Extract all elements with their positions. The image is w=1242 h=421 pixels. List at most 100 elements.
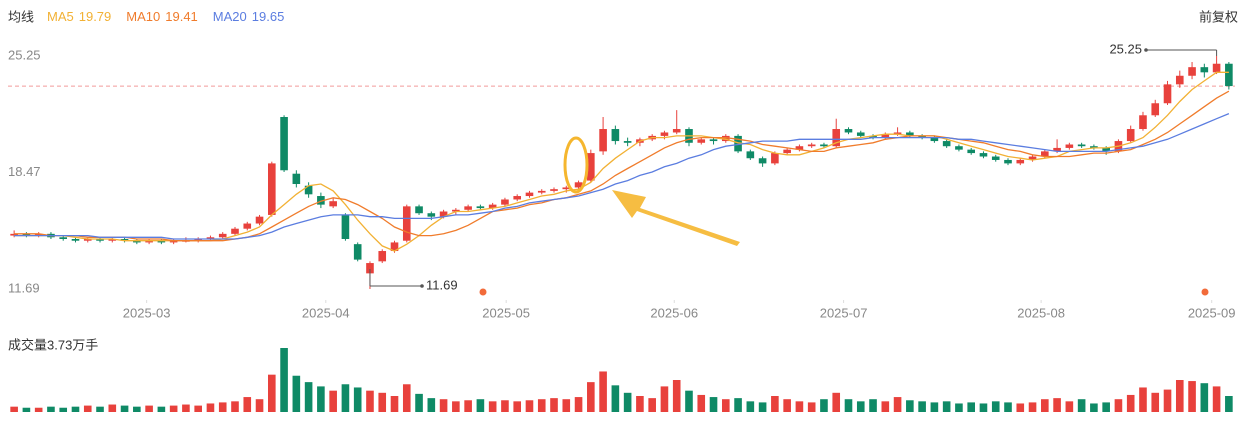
candle-body (133, 240, 141, 243)
candle-body (268, 163, 276, 215)
volume-bar (378, 392, 387, 412)
volume-bar (464, 400, 472, 412)
volume-bar (415, 393, 423, 412)
volume-bar (746, 401, 755, 412)
volume-bar (660, 386, 669, 412)
volume-bar (304, 382, 313, 412)
candle-body (1126, 129, 1135, 142)
y-tick-label: 11.69 (8, 280, 40, 295)
candle-body (341, 214, 350, 239)
volume-bar (218, 402, 227, 412)
volume-bar (59, 407, 68, 412)
adjust-toggle[interactable]: 前复权 (1199, 9, 1238, 24)
volume-bar (537, 399, 546, 412)
volume-bar (34, 407, 43, 412)
candle-body (329, 201, 337, 207)
candle-body (402, 206, 411, 241)
low-label: 11.69 (426, 277, 458, 292)
candle-body (169, 240, 178, 243)
volume-bar (1077, 399, 1086, 412)
volume-bar (1200, 383, 1209, 412)
volume-bar (182, 404, 190, 412)
highlight-arrow (612, 190, 740, 246)
legend-value: 19.41 (165, 9, 198, 24)
volume-bar (488, 401, 497, 412)
volume-bar (1090, 403, 1098, 412)
x-tick-label: 2025-08 (1017, 305, 1065, 320)
volume-bar (525, 400, 534, 412)
candle-body (820, 144, 828, 147)
candle-body (194, 238, 202, 241)
volume-bar (685, 390, 693, 412)
volume-bar (881, 401, 890, 412)
volume-bar (501, 400, 509, 412)
x-tick-label: 2025-07 (820, 305, 868, 320)
volume-bar (1163, 389, 1172, 412)
candle-body (1151, 103, 1160, 116)
volume-bar (206, 403, 215, 412)
volume-bar (243, 397, 252, 412)
candle-body (979, 153, 988, 157)
ma-line (14, 71, 1229, 252)
candle-body (795, 146, 804, 150)
candle-body (1212, 63, 1221, 73)
legend-name: MA20 (213, 9, 247, 24)
volume-bar (562, 399, 571, 412)
volume-bar (292, 375, 301, 412)
candle-body (955, 146, 963, 150)
candle-body (918, 135, 926, 138)
volume-bar (268, 374, 276, 412)
volume-bar (1053, 398, 1061, 412)
candle-body (1041, 151, 1049, 157)
y-tick-label: 18.47 (8, 164, 41, 179)
volume-bar (255, 399, 264, 412)
volume-bar (991, 401, 1000, 412)
volume-bar (869, 399, 877, 412)
volume-bar (820, 399, 828, 412)
event-dot[interactable] (479, 288, 487, 296)
candle-body (1102, 147, 1110, 152)
volume-bar (587, 382, 595, 412)
volume-bar (10, 406, 18, 412)
volume-bar (918, 401, 926, 412)
candle-body (513, 196, 522, 200)
legend-name: MA10 (126, 9, 160, 24)
candle-body (1200, 67, 1209, 73)
candle-body (1065, 144, 1074, 148)
candle-body (623, 141, 632, 143)
volume-bar (157, 406, 166, 412)
volume-bar (317, 386, 325, 412)
candle-body (145, 240, 153, 243)
volume-bar (83, 405, 92, 412)
candle-body (930, 137, 939, 142)
volume-bar (967, 402, 975, 412)
candle-body (464, 206, 472, 210)
candle-body (452, 209, 460, 212)
candle-body (1090, 146, 1098, 148)
event-dot[interactable] (1201, 288, 1209, 296)
candle-body (1139, 115, 1147, 130)
volume-bar (636, 396, 644, 412)
volume-bar (427, 398, 436, 412)
volume-bar (783, 399, 791, 412)
candle-body (525, 192, 534, 197)
volume-bar (341, 384, 350, 412)
annotation-arrow (563, 136, 740, 246)
candle-body (22, 233, 31, 236)
volume-bar (1114, 399, 1123, 412)
volume-bar (513, 401, 522, 412)
volume-bar (550, 398, 558, 412)
candle-body (476, 206, 485, 209)
candle-body (378, 251, 387, 262)
candle-body (120, 238, 129, 241)
volume-bar (893, 397, 902, 412)
candle-body (439, 211, 448, 217)
volume-bar (1016, 403, 1025, 412)
volume-bar (758, 402, 767, 412)
candle-body (108, 238, 117, 241)
volume-bar (1212, 386, 1221, 412)
candle-body (856, 132, 865, 136)
x-tick-label: 2025-03 (123, 305, 171, 320)
candle-body (587, 153, 595, 181)
volume-bar (771, 396, 779, 412)
